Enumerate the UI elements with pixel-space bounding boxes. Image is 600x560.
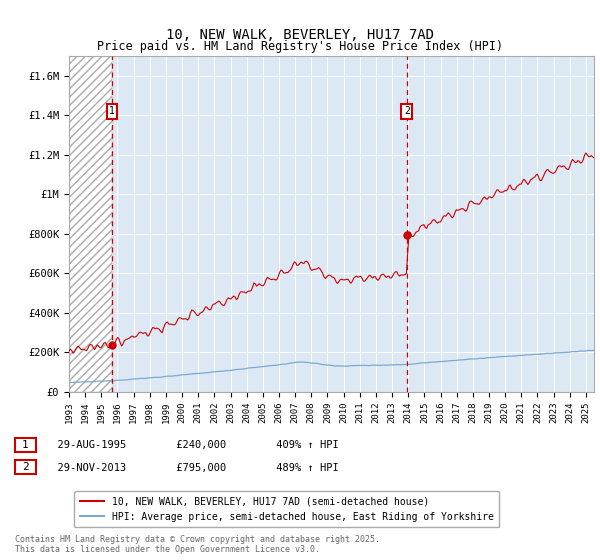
Text: 29-NOV-2013        £795,000        489% ↑ HPI: 29-NOV-2013 £795,000 489% ↑ HPI: [45, 463, 339, 473]
Bar: [69, 56, 112, 392]
Text: 2: 2: [22, 463, 29, 472]
Legend: 10, NEW WALK, BEVERLEY, HU17 7AD (semi-detached house), HPI: Average price, semi: 10, NEW WALK, BEVERLEY, HU17 7AD (semi-d…: [74, 491, 499, 528]
Text: Price paid vs. HM Land Registry's House Price Index (HPI): Price paid vs. HM Land Registry's House …: [97, 40, 503, 53]
Text: Contains HM Land Registry data © Crown copyright and database right 2025.
This d: Contains HM Land Registry data © Crown c…: [15, 535, 380, 554]
Text: 10, NEW WALK, BEVERLEY, HU17 7AD: 10, NEW WALK, BEVERLEY, HU17 7AD: [166, 28, 434, 42]
Text: 2: 2: [404, 106, 410, 116]
Text: 1: 1: [22, 440, 29, 450]
Text: 1: 1: [109, 106, 115, 116]
Text: 29-AUG-1995        £240,000        409% ↑ HPI: 29-AUG-1995 £240,000 409% ↑ HPI: [45, 440, 339, 450]
